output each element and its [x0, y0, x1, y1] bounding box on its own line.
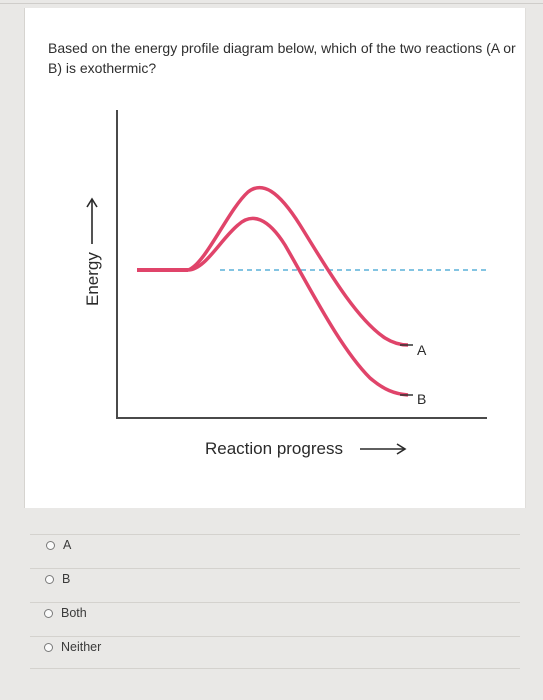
y-axis-arrow-head: [86, 197, 98, 208]
curve-b: [187, 216, 409, 397]
option-divider: [30, 568, 520, 569]
y-axis-label: Energy: [83, 252, 102, 306]
option-divider: [30, 636, 520, 637]
option-b[interactable]: B: [45, 572, 70, 586]
option-both[interactable]: Both: [44, 606, 87, 620]
option-label: Both: [61, 606, 87, 620]
top-divider: [0, 3, 543, 4]
option-divider: [30, 602, 520, 603]
curve-b-label: B: [417, 391, 426, 407]
option-divider: [30, 534, 520, 535]
option-neither[interactable]: Neither: [44, 640, 101, 654]
option-label: Neither: [61, 640, 102, 654]
option-a[interactable]: A: [46, 538, 71, 552]
radio-button[interactable]: [44, 642, 53, 652]
y-axis-title: Energy: [83, 197, 102, 306]
radio-button[interactable]: [45, 574, 54, 584]
option-label: B: [62, 572, 71, 586]
radio-button[interactable]: [46, 540, 55, 550]
question-text: Based on the energy profile diagram belo…: [48, 40, 516, 76]
radio-button[interactable]: [44, 608, 53, 618]
energy-profile-diagram: A B Energy Reaction progress: [83, 110, 490, 458]
curve-a: [187, 185, 409, 347]
answer-options: A B Both Neither: [0, 522, 543, 700]
option-divider: [30, 668, 520, 669]
question-card: [24, 8, 526, 508]
curve-a-label: A: [417, 342, 427, 358]
option-label: A: [63, 538, 72, 552]
x-axis-arrow-head: [396, 443, 407, 455]
x-axis-label: Reaction progress: [205, 439, 343, 458]
